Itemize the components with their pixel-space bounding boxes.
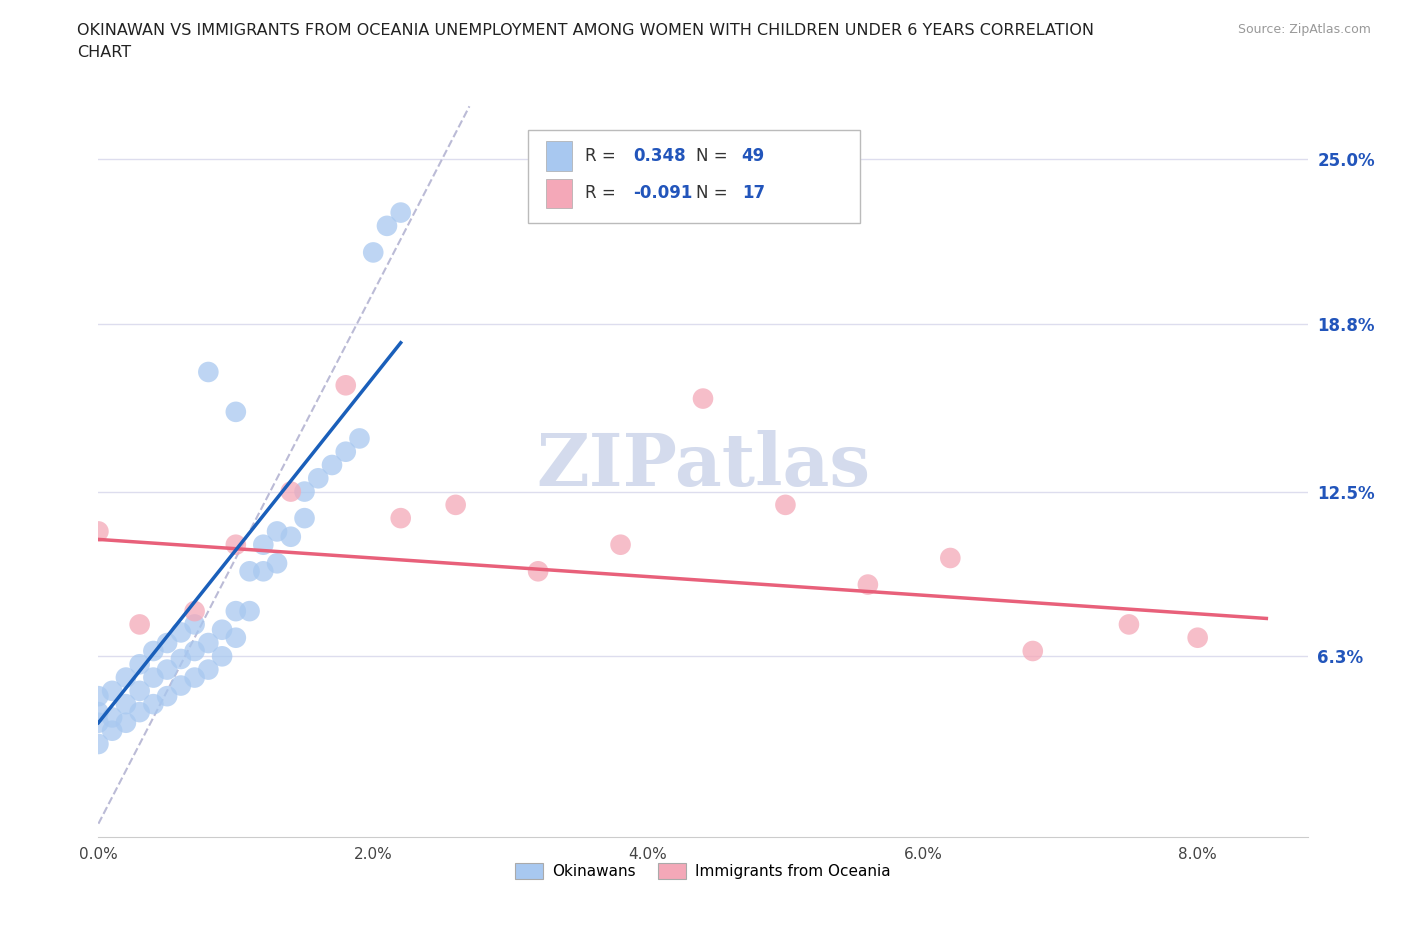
Point	[225, 604, 247, 618]
Point	[225, 538, 247, 552]
Point	[239, 564, 262, 578]
Text: 49: 49	[742, 147, 765, 166]
Point	[307, 471, 329, 485]
Text: 0.348: 0.348	[633, 147, 686, 166]
Point	[101, 724, 124, 738]
Point	[775, 498, 797, 512]
Point	[197, 635, 219, 650]
Point	[128, 684, 150, 698]
Point	[87, 705, 110, 720]
Bar	[546, 141, 572, 171]
Point	[142, 697, 165, 711]
Point	[183, 617, 205, 631]
Text: Source: ZipAtlas.com: Source: ZipAtlas.com	[1237, 23, 1371, 36]
Point	[211, 649, 233, 664]
Point	[609, 538, 631, 552]
Point	[87, 689, 110, 704]
Text: R =: R =	[585, 184, 620, 203]
Text: OKINAWAN VS IMMIGRANTS FROM OCEANIA UNEMPLOYMENT AMONG WOMEN WITH CHILDREN UNDER: OKINAWAN VS IMMIGRANTS FROM OCEANIA UNEM…	[77, 23, 1094, 38]
Text: -0.091: -0.091	[633, 184, 692, 203]
Text: N =: N =	[696, 184, 733, 203]
Point	[1022, 644, 1045, 658]
Point	[183, 604, 205, 618]
Point	[225, 405, 247, 419]
Point	[692, 392, 714, 406]
Point	[280, 529, 302, 544]
Point	[128, 657, 150, 671]
Point	[156, 689, 179, 704]
Bar	[546, 179, 572, 208]
Point	[361, 245, 384, 259]
Point	[170, 652, 193, 667]
Point	[156, 635, 179, 650]
Point	[444, 498, 467, 512]
Point	[239, 604, 262, 618]
Point	[142, 644, 165, 658]
Point	[280, 485, 302, 499]
Legend: Okinawans, Immigrants from Oceania: Okinawans, Immigrants from Oceania	[509, 857, 897, 885]
Point	[128, 617, 150, 631]
Point	[115, 697, 138, 711]
Point	[375, 219, 398, 233]
Point	[197, 365, 219, 379]
Point	[115, 671, 138, 685]
Text: R =: R =	[585, 147, 620, 166]
Point	[389, 206, 412, 220]
Point	[87, 524, 110, 538]
Point	[142, 671, 165, 685]
Point	[156, 662, 179, 677]
Point	[389, 511, 412, 525]
Point	[225, 631, 247, 645]
Point	[335, 378, 357, 392]
Point	[170, 678, 193, 693]
Point	[1118, 617, 1140, 631]
Text: CHART: CHART	[77, 45, 131, 60]
Point	[266, 556, 288, 571]
Point	[349, 431, 371, 445]
Point	[101, 684, 124, 698]
Text: 17: 17	[742, 184, 765, 203]
FancyBboxPatch shape	[527, 130, 860, 223]
Point	[197, 662, 219, 677]
Point	[170, 625, 193, 640]
Point	[856, 578, 879, 592]
Point	[527, 564, 550, 578]
Point	[1187, 631, 1209, 645]
Point	[211, 622, 233, 637]
Point	[183, 671, 205, 685]
Point	[87, 715, 110, 730]
Point	[294, 511, 316, 525]
Point	[335, 445, 357, 459]
Point	[252, 538, 274, 552]
Point	[266, 524, 288, 538]
Point	[294, 485, 316, 499]
Point	[115, 715, 138, 730]
Point	[87, 737, 110, 751]
Point	[252, 564, 274, 578]
Point	[101, 710, 124, 724]
Text: ZIPatlas: ZIPatlas	[536, 430, 870, 500]
Point	[321, 458, 343, 472]
Point	[183, 644, 205, 658]
Point	[128, 705, 150, 720]
Point	[939, 551, 962, 565]
Text: N =: N =	[696, 147, 733, 166]
